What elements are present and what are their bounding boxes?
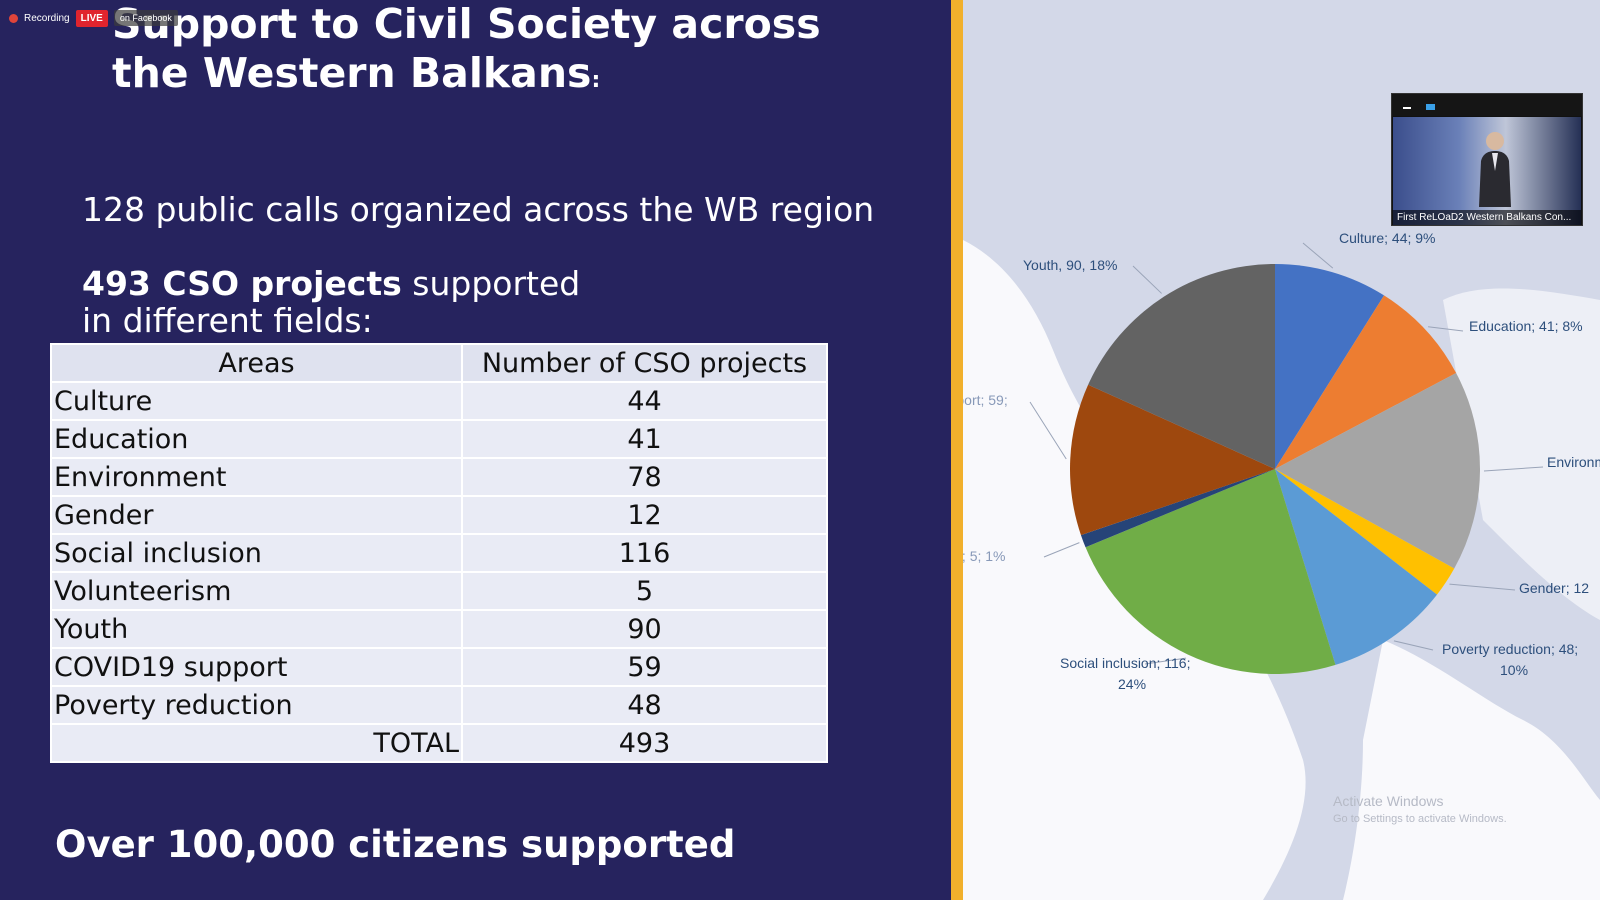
row-area: Culture <box>50 381 463 421</box>
row-count: 5 <box>461 571 828 611</box>
data-label-pct-social-inclusion: 24% <box>1118 676 1146 692</box>
speaker-name: First ReLOaD2 Western Balkans Con... <box>1393 210 1581 225</box>
data-label-pct-poverty-reduction: 10% <box>1500 662 1528 678</box>
row-area: Education <box>50 419 463 459</box>
total-label: TOTAL <box>50 723 463 763</box>
row-area: Poverty reduction <box>50 685 463 725</box>
watermark-line-1: Activate Windows <box>1333 793 1444 809</box>
projects-count: 493 CSO projects <box>82 264 402 303</box>
table-row: Culture 44 <box>50 381 828 421</box>
pie-slice-social-inclusion <box>1085 469 1336 674</box>
row-count: 90 <box>461 609 828 649</box>
pie-slice-culture <box>1275 264 1385 469</box>
row-count: 116 <box>461 533 828 573</box>
data-label-poverty-reduction: Poverty reduction; 48; <box>1442 641 1578 657</box>
data-label-education: Education; 41; 8% <box>1469 318 1583 334</box>
pie-slice-poverty-reduction <box>1275 469 1438 665</box>
title-line-1: Support to Civil Society across <box>112 0 821 48</box>
table-header-row: Areas Number of CSO projects <box>50 343 828 383</box>
projects-supported: supported <box>412 264 581 303</box>
header-count: Number of CSO projects <box>461 343 828 383</box>
pie-slice-covid19-support <box>1070 384 1275 536</box>
row-count: 41 <box>461 419 828 459</box>
table-row: Environment 78 <box>50 457 828 497</box>
speaker-figure-icon <box>1479 132 1511 207</box>
pie-slice-education <box>1275 295 1457 469</box>
header-areas: Areas <box>50 343 463 383</box>
record-icon <box>9 13 18 23</box>
data-label-culture: Culture; 44; 9% <box>1339 230 1436 246</box>
public-calls-text: 128 public calls organized across the WB… <box>82 190 875 229</box>
leader-line-gender <box>1449 583 1516 591</box>
data-label-gender: Gender; 12 <box>1519 580 1589 596</box>
slide-title: Support to Civil Society across the West… <box>112 0 821 105</box>
watermark-line-2: Go to Settings to activate Windows. <box>1333 813 1507 825</box>
row-count: 78 <box>461 457 828 497</box>
row-area: Youth <box>50 609 463 649</box>
citizens-supported-text: Over 100,000 citizens supported <box>55 823 736 866</box>
pie-slice-gender <box>1275 469 1455 595</box>
areas-table: Areas Number of CSO projects Culture 44 E… <box>50 343 828 763</box>
recording-indicator: Recording LIVE on Facebook <box>9 9 178 27</box>
activate-windows-watermark: Activate Windows Go to Settings to activ… <box>1333 792 1507 828</box>
table-row: Youth 90 <box>50 609 828 649</box>
view-toggle-icon[interactable] <box>1426 104 1435 110</box>
data-label-covid19-support: COVID19 support; 59; <box>963 392 1008 408</box>
data-label-volunteerism: Volunteerism; 5; 1% <box>963 548 1006 564</box>
pie-slice-volunteerism <box>1080 469 1275 548</box>
row-area: Environment <box>50 457 463 497</box>
leader-line-poverty-reduction <box>1393 640 1434 651</box>
table-row: Social inclusion 116 <box>50 533 828 573</box>
minimize-icon[interactable] <box>1403 107 1411 109</box>
projects-fields: in different fields: <box>82 301 373 340</box>
table-row: Education 41 <box>50 419 828 459</box>
pie-chart: Culture; 44; 9% Education; 41; 8% Environm… <box>963 230 1600 692</box>
video-toolbar <box>1392 94 1582 116</box>
table-row: Volunteerism 5 <box>50 571 828 611</box>
speaker-video-tile[interactable]: First ReLOaD2 Western Balkans Con... <box>1391 93 1583 226</box>
projects-text: 493 CSO projects supported in different … <box>82 265 580 339</box>
slide-left-panel: Support to Civil Society across the West… <box>0 0 951 900</box>
data-label-environment: Environme <box>1547 454 1600 470</box>
data-label-social-inclusion: Social inclusion; 116; <box>1060 655 1190 671</box>
leader-line-volunteerism <box>1043 542 1080 558</box>
leader-line-education <box>1428 326 1464 332</box>
row-count: 12 <box>461 495 828 535</box>
table-total-row: TOTAL 493 <box>50 723 828 763</box>
stream-target: on Facebook <box>113 10 178 26</box>
leader-line-social-inclusion <box>1144 657 1187 665</box>
total-value: 493 <box>461 723 828 763</box>
table-row: Poverty reduction 48 <box>50 685 828 725</box>
table-row: COVID19 support 59 <box>50 647 828 687</box>
recording-label: Recording <box>24 12 70 24</box>
leader-line-youth <box>1132 265 1162 294</box>
leader-line-environment <box>1483 466 1544 472</box>
pie-slice-youth <box>1088 264 1275 469</box>
data-label-youth: Youth, 90, 18% <box>1023 257 1117 273</box>
row-area: COVID19 support <box>50 647 463 687</box>
row-count: 48 <box>461 685 828 725</box>
row-area: Gender <box>50 495 463 535</box>
pie-slice-environment <box>1275 372 1480 569</box>
table-row: Gender 12 <box>50 495 828 535</box>
title-line-2: the Western Balkans <box>112 49 592 97</box>
row-area: Volunteerism <box>50 571 463 611</box>
row-count: 44 <box>461 381 828 421</box>
video-feed: First ReLOaD2 Western Balkans Con... <box>1393 117 1581 225</box>
leader-line-culture <box>1302 242 1334 269</box>
row-area: Social inclusion <box>50 533 463 573</box>
live-badge: LIVE <box>75 9 108 27</box>
slide-divider <box>951 0 963 900</box>
row-count: 59 <box>461 647 828 687</box>
title-colon: : <box>591 68 601 93</box>
leader-line-covid19-support <box>1029 401 1067 460</box>
